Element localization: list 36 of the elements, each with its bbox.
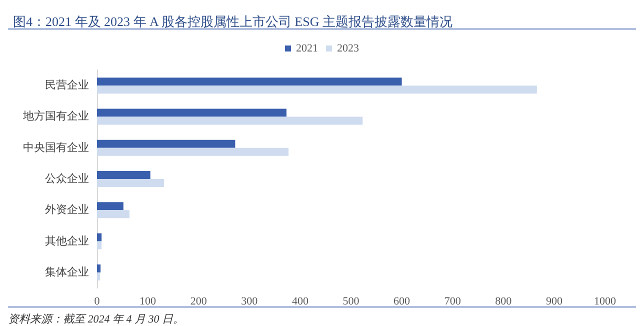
y-tick-label: 民营企业	[45, 78, 89, 92]
x-tick-label: 800	[495, 296, 512, 308]
x-tick-label: 0	[94, 296, 100, 308]
bar	[97, 108, 286, 117]
bar	[97, 202, 124, 210]
bar	[97, 233, 102, 242]
y-tick-label: 其他企业	[45, 234, 89, 248]
bar	[97, 241, 102, 250]
y-tick-label: 集体企业	[45, 265, 89, 278]
x-tick-label: 200	[190, 296, 208, 308]
bar	[97, 78, 402, 86]
bar	[97, 116, 363, 125]
bar	[97, 272, 100, 280]
y-tick-label: 中央国有企业	[23, 140, 89, 154]
bar	[97, 179, 164, 187]
x-tick-label: 700	[444, 296, 462, 308]
legend-label: 2021	[296, 42, 318, 54]
text: 资料来源：截至 2024 年 4 月 30 日。	[8, 312, 184, 326]
bar	[97, 171, 150, 179]
bar	[97, 148, 289, 156]
bar	[97, 264, 101, 272]
x-tick-label: 900	[546, 296, 563, 308]
y-tick-label: 外资企业	[45, 203, 89, 216]
legend-label: 2023	[337, 42, 360, 54]
y-tick-label: 地方国有企业	[22, 110, 89, 123]
bar	[97, 210, 130, 218]
x-tick-label: 100	[140, 296, 157, 308]
bar	[97, 140, 236, 148]
chart-title: 图4：2021 年及 2023 年 A 股各控股属性上市公司 ESG 主题报告披露数量情况	[13, 14, 452, 29]
x-tick-label: 500	[342, 296, 360, 308]
x-tick-label: 400	[292, 296, 309, 308]
x-tick-label: 300	[241, 296, 258, 308]
y-tick-label: 公众企业	[45, 172, 89, 185]
bar	[97, 86, 537, 94]
x-tick-label: 600	[394, 296, 411, 308]
x-tick-label: 1000	[594, 296, 616, 308]
